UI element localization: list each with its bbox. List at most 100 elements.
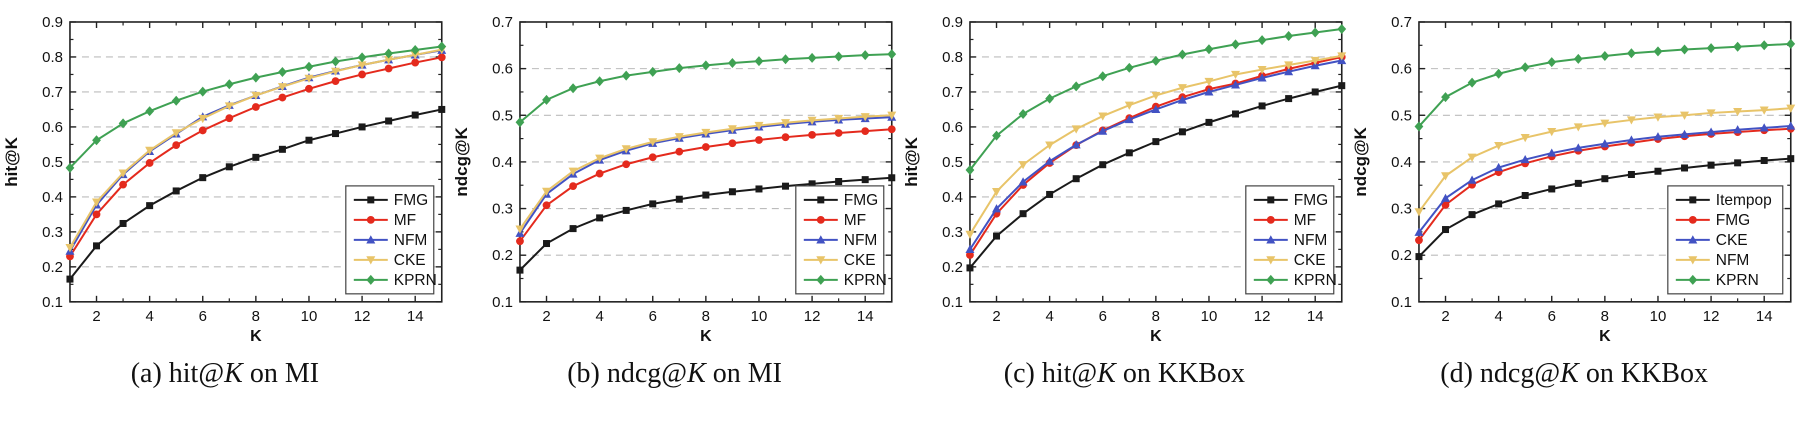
svg-text:0.1: 0.1 [42,294,63,311]
svg-text:Itempop: Itempop [1716,192,1772,209]
svg-text:K: K [1150,328,1162,342]
svg-text:0.5: 0.5 [492,107,513,124]
svg-text:0.2: 0.2 [492,247,513,264]
line-chart-ndcgk-mi: 0.1 0.2 0.3 0.4 0.5 0.6 0.7 2 4 6 8 10 12 14 ndcg@K K FM… [452,14,897,342]
svg-text:ndcg@K: ndcg@K [1351,126,1370,196]
svg-text:14: 14 [407,308,424,325]
svg-text:0.7: 0.7 [942,84,963,101]
caption-a: (a) hit@K on MI [131,358,319,390]
svg-text:0.2: 0.2 [42,259,63,276]
svg-text:0.7: 0.7 [42,84,63,101]
svg-text:14: 14 [1306,308,1323,325]
svg-text:10: 10 [750,308,767,325]
svg-text:12: 12 [354,308,371,325]
svg-text:0.6: 0.6 [1391,61,1412,78]
svg-text:K: K [250,328,262,342]
svg-text:12: 12 [1703,308,1720,325]
svg-text:0.6: 0.6 [492,61,513,78]
svg-text:0.1: 0.1 [942,294,963,311]
svg-text:4: 4 [1045,308,1053,325]
svg-text:FMG: FMG [844,192,878,209]
svg-text:0.6: 0.6 [42,119,63,136]
svg-text:hit@K: hit@K [901,136,920,186]
svg-text:2: 2 [1442,308,1450,325]
caption-suffix: on MI [242,358,320,389]
svg-text:12: 12 [1253,308,1270,325]
svg-text:KPRN: KPRN [844,272,887,289]
svg-text:MF: MF [394,212,416,229]
svg-text:0.5: 0.5 [942,154,963,171]
svg-text:8: 8 [1151,308,1159,325]
svg-text:KPRN: KPRN [1293,272,1336,289]
svg-text:CKE: CKE [394,252,426,269]
svg-text:NFM: NFM [844,232,878,249]
line-chart-hitk-mi: 0.1 0.2 0.3 0.4 0.5 0.6 0.7 0.8 0.9 2 4 6 8 10 12 14 hit… [2,14,447,342]
svg-text:KPRN: KPRN [394,272,437,289]
svg-text:NFM: NFM [1716,252,1750,269]
chart-panel-d: 0.1 0.2 0.3 0.4 0.5 0.6 0.7 2 4 6 8 10 12 14 ndcg@K K It… [1349,0,1799,426]
svg-text:0.8: 0.8 [942,49,963,66]
svg-text:FMG: FMG [1716,212,1750,229]
svg-text:KPRN: KPRN [1716,272,1759,289]
caption-c: (c) hit@K on KKBox [1004,358,1245,390]
svg-text:FMG: FMG [1293,192,1327,209]
svg-text:8: 8 [701,308,709,325]
svg-text:CKE: CKE [1293,252,1325,269]
svg-text:10: 10 [301,308,318,325]
caption-k-italic: K [1560,358,1579,389]
svg-text:0.7: 0.7 [492,14,513,31]
chart-panel-b: 0.1 0.2 0.3 0.4 0.5 0.6 0.7 2 4 6 8 10 12 14 ndcg@K K FM… [450,0,900,426]
svg-text:0.9: 0.9 [942,14,963,31]
svg-text:CKE: CKE [844,252,876,269]
svg-text:K: K [700,328,712,342]
svg-text:8: 8 [1601,308,1609,325]
svg-text:4: 4 [145,308,153,325]
caption-suffix: on MI [705,358,783,389]
svg-text:6: 6 [648,308,656,325]
svg-text:0.2: 0.2 [942,259,963,276]
svg-text:0.2: 0.2 [1391,247,1412,264]
caption-d: (d) ndcg@K on KKBox [1440,358,1708,390]
svg-text:6: 6 [199,308,207,325]
svg-text:0.4: 0.4 [942,189,963,206]
svg-text:0.4: 0.4 [492,154,513,171]
svg-text:0.4: 0.4 [1391,154,1412,171]
svg-text:0.4: 0.4 [42,189,63,206]
caption-suffix: on KKBox [1115,358,1245,389]
caption-k-italic: K [687,358,706,389]
chart-panel-c: 0.1 0.2 0.3 0.4 0.5 0.6 0.7 0.8 0.9 2 4 6 8 10 12 14 hit… [900,0,1350,426]
svg-text:6: 6 [1548,308,1556,325]
svg-text:14: 14 [1756,308,1773,325]
svg-text:NFM: NFM [394,232,428,249]
svg-text:0.1: 0.1 [492,294,513,311]
svg-text:8: 8 [252,308,260,325]
svg-text:4: 4 [595,308,603,325]
svg-text:0.7: 0.7 [1391,14,1412,31]
caption-prefix: (d) ndcg@ [1440,358,1561,389]
svg-text:12: 12 [803,308,820,325]
svg-text:0.3: 0.3 [942,224,963,241]
caption-prefix: (a) hit@ [130,358,225,389]
line-chart-ndcgk-kkbox: 0.1 0.2 0.3 0.4 0.5 0.6 0.7 2 4 6 8 10 12 14 ndcg@K K It… [1351,14,1796,342]
svg-text:0.6: 0.6 [942,119,963,136]
caption-prefix: (b) ndcg@ [567,358,688,389]
line-chart-hitk-kkbox: 0.1 0.2 0.3 0.4 0.5 0.6 0.7 0.8 0.9 2 4 6 8 10 12 14 hit… [901,14,1346,342]
svg-text:MF: MF [844,212,866,229]
svg-text:0.1: 0.1 [1391,294,1412,311]
svg-text:0.9: 0.9 [42,14,63,31]
svg-text:2: 2 [992,308,1000,325]
svg-text:2: 2 [92,308,100,325]
caption-suffix: on KKBox [1578,358,1708,389]
svg-text:MF: MF [1293,212,1315,229]
svg-text:2: 2 [542,308,550,325]
caption-k-italic: K [224,358,243,389]
svg-text:0.3: 0.3 [1391,201,1412,218]
caption-prefix: (c) hit@ [1003,358,1098,389]
svg-text:10: 10 [1650,308,1667,325]
caption-k-italic: K [1097,358,1116,389]
svg-text:10: 10 [1200,308,1217,325]
svg-text:0.8: 0.8 [42,49,63,66]
svg-text:hit@K: hit@K [2,136,21,186]
svg-text:0.5: 0.5 [42,154,63,171]
